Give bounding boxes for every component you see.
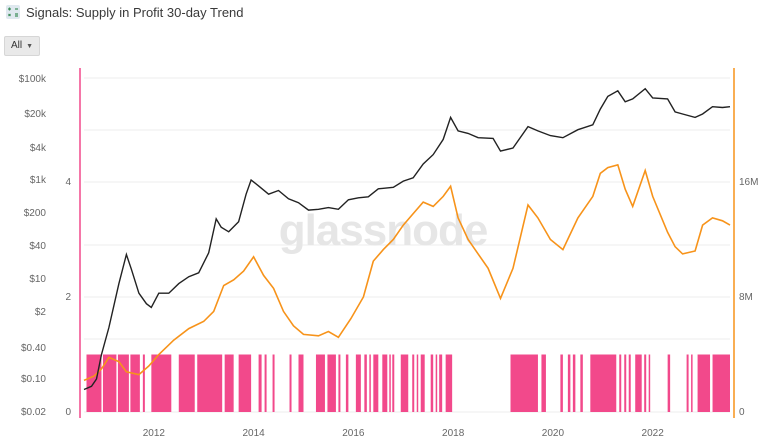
signal-tick-label: 2 xyxy=(65,292,71,303)
signal-bar xyxy=(567,354,571,412)
price-tick-label: $40 xyxy=(29,241,46,252)
x-tick-label: 2022 xyxy=(642,428,665,439)
signal-bar xyxy=(712,354,730,412)
signal-bars xyxy=(86,354,730,412)
signal-axis-ticks: 0 2 4 xyxy=(65,177,71,418)
signal-bar xyxy=(541,354,546,412)
x-tick-label: 2014 xyxy=(242,428,265,439)
signal-bar xyxy=(338,354,341,412)
signal-bar xyxy=(102,354,117,412)
price-tick-label: $10 xyxy=(29,274,46,285)
price-tick-label: $20k xyxy=(24,109,47,120)
signal-bar xyxy=(667,354,671,412)
signal-bar xyxy=(691,354,693,412)
chart-grid-icon xyxy=(6,5,20,19)
signal-bar xyxy=(412,354,415,412)
signal-bar xyxy=(572,354,576,412)
price-tick-label: $0.10 xyxy=(21,374,46,385)
supply-line xyxy=(83,163,731,382)
signal-bar xyxy=(142,354,145,412)
supply-tick-label: 16M xyxy=(739,177,758,188)
signal-bar xyxy=(590,354,617,412)
signal-bar xyxy=(400,354,409,412)
signal-bar xyxy=(445,354,453,412)
signal-bar xyxy=(258,354,262,412)
page-header: Signals: Supply in Profit 30-day Trend xyxy=(0,0,760,30)
supply-axis-ticks: 0 8M 16M xyxy=(739,177,758,418)
timerange-select[interactable]: All ▼ xyxy=(4,36,41,56)
x-tick-label: 2018 xyxy=(442,428,465,439)
price-axis-ticks: $0.02 $0.10 $0.40 $2 $10 $40 $200 $1k $4k $20k $10… xyxy=(19,74,47,418)
signal-bar xyxy=(373,354,379,412)
supply-tick-label: 8M xyxy=(739,292,753,303)
signal-bar xyxy=(644,354,647,412)
price-tick-label: $200 xyxy=(24,208,47,219)
signal-bar xyxy=(355,354,361,412)
signal-tick-label: 0 xyxy=(65,407,71,418)
signal-bar xyxy=(298,354,304,412)
signal-bar xyxy=(439,354,443,412)
x-axis-ticks: 2012 2014 2016 2018 2020 2022 xyxy=(143,428,665,439)
page-title: Signals: Supply in Profit 30-day Trend xyxy=(26,5,244,20)
signal-bar xyxy=(628,354,631,412)
price-tick-label: $0.02 xyxy=(21,407,46,418)
price-tick-label: $2 xyxy=(35,307,47,318)
signal-bar xyxy=(510,354,538,412)
signal-bar xyxy=(315,354,325,412)
signal-bar xyxy=(151,354,172,412)
price-tick-label: $4k xyxy=(30,143,47,154)
signal-bar xyxy=(697,354,711,412)
watermark: glassnode xyxy=(279,206,488,255)
signal-bar xyxy=(430,354,434,412)
signal-bar xyxy=(624,354,627,412)
signal-bar xyxy=(224,354,234,412)
signal-bar xyxy=(560,354,563,412)
signal-bar xyxy=(178,354,195,412)
price-tick-label: $0.40 xyxy=(21,343,46,354)
signal-bar xyxy=(289,354,292,412)
signal-bar xyxy=(369,354,371,412)
price-tick-label: $100k xyxy=(19,74,47,85)
x-tick-label: 2016 xyxy=(342,428,365,439)
signal-bar xyxy=(686,354,689,412)
x-tick-label: 2012 xyxy=(143,428,166,439)
signal-bar xyxy=(345,354,349,412)
signal-bar xyxy=(392,354,395,412)
signal-bar xyxy=(619,354,622,412)
signal-bar xyxy=(197,354,223,412)
signal-bar xyxy=(435,354,438,412)
signal-bar xyxy=(648,354,651,412)
signal-bar xyxy=(382,354,388,412)
signal-bar xyxy=(580,354,583,412)
signal-bar xyxy=(117,354,129,412)
timerange-label: All xyxy=(11,40,23,51)
price-line xyxy=(83,87,731,391)
signal-bar xyxy=(327,354,336,412)
signal-bar xyxy=(416,354,419,412)
supply-tick-label: 0 xyxy=(739,407,745,418)
x-tick-label: 2020 xyxy=(542,428,565,439)
signal-bar xyxy=(264,354,267,412)
signal-bar xyxy=(272,354,275,412)
signal-bar xyxy=(389,354,391,412)
signal-bar xyxy=(130,354,140,412)
signal-tick-label: 4 xyxy=(65,177,71,188)
chevron-down-icon: ▼ xyxy=(26,43,34,50)
price-tick-label: $1k xyxy=(30,175,47,186)
signal-bar xyxy=(420,354,425,412)
signal-bar xyxy=(635,354,642,412)
signal-bar xyxy=(364,354,367,412)
signal-bar xyxy=(238,354,252,412)
